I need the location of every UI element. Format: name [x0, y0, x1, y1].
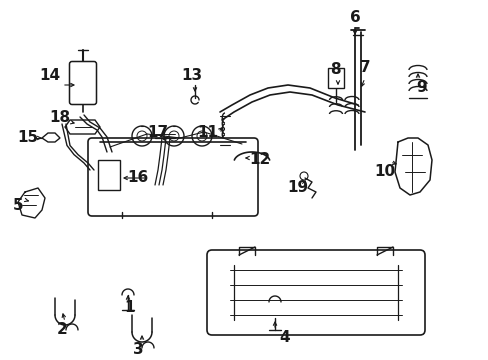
Text: 9: 9: [416, 81, 427, 95]
Text: 6: 6: [349, 10, 360, 26]
Text: 11: 11: [197, 125, 218, 140]
Text: 16: 16: [127, 171, 148, 185]
Text: 1: 1: [124, 301, 135, 315]
FancyBboxPatch shape: [206, 250, 424, 335]
Text: 18: 18: [49, 111, 70, 126]
FancyBboxPatch shape: [88, 138, 258, 216]
Bar: [98, 160, 120, 190]
Bar: [327, 68, 343, 88]
Text: 4: 4: [279, 330, 290, 346]
Text: 7: 7: [359, 60, 369, 76]
Text: 10: 10: [374, 165, 395, 180]
Text: 8: 8: [329, 63, 340, 77]
Text: 12: 12: [249, 153, 270, 167]
FancyBboxPatch shape: [69, 62, 96, 104]
Text: 15: 15: [18, 130, 39, 145]
Text: 5: 5: [13, 198, 23, 212]
Text: 3: 3: [132, 342, 143, 357]
Text: 14: 14: [40, 68, 61, 82]
Text: 17: 17: [147, 125, 168, 140]
Text: 2: 2: [57, 323, 67, 338]
Text: 13: 13: [181, 68, 202, 82]
Text: 19: 19: [287, 180, 308, 195]
